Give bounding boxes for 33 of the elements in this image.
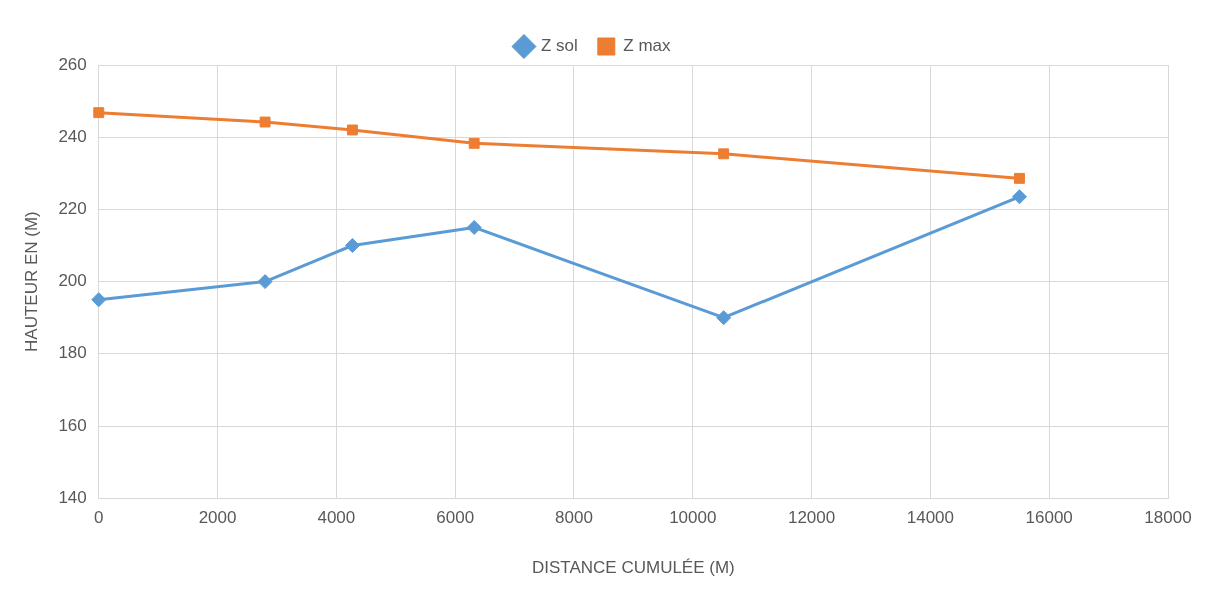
point — [344, 238, 360, 253]
x-tick-label: 12000 — [787, 508, 836, 528]
x-tick-label: 16000 — [1025, 508, 1073, 528]
x-tick-label: 0 — [94, 508, 104, 528]
legend-label: Z max — [623, 36, 672, 56]
point — [1014, 172, 1025, 184]
x-tick-label: 4000 — [317, 508, 356, 528]
x-tick-label: 6000 — [436, 508, 475, 528]
point — [466, 219, 482, 235]
point — [93, 107, 105, 119]
legend-label: Z sol — [540, 36, 578, 56]
x-tick-label: 2000 — [198, 508, 237, 528]
y-tick-label: 260 — [58, 54, 87, 74]
point — [259, 116, 271, 128]
point — [468, 137, 480, 149]
y-tick-label: 220 — [58, 199, 87, 219]
point — [346, 124, 358, 136]
x-axis-title: DISTANCE CUMULÉE (M) — [532, 558, 735, 578]
x-tick-label: 18000 — [1144, 508, 1192, 528]
y-tick-label: 180 — [58, 343, 87, 363]
y-tick-label: 240 — [58, 126, 87, 146]
point — [1012, 189, 1027, 205]
y-tick-label: 200 — [58, 271, 87, 291]
point — [257, 274, 273, 290]
point — [91, 292, 107, 308]
x-tick-label: 8000 — [555, 508, 593, 528]
y-tick-label: 160 — [58, 415, 87, 435]
y-axis-title: HAUTEUR EN (M) — [21, 211, 41, 352]
x-tick-label: 14000 — [906, 508, 955, 528]
point — [716, 310, 732, 326]
x-tick-label: 10000 — [669, 508, 717, 528]
y-tick-label: 140 — [58, 487, 87, 507]
point — [718, 148, 730, 160]
